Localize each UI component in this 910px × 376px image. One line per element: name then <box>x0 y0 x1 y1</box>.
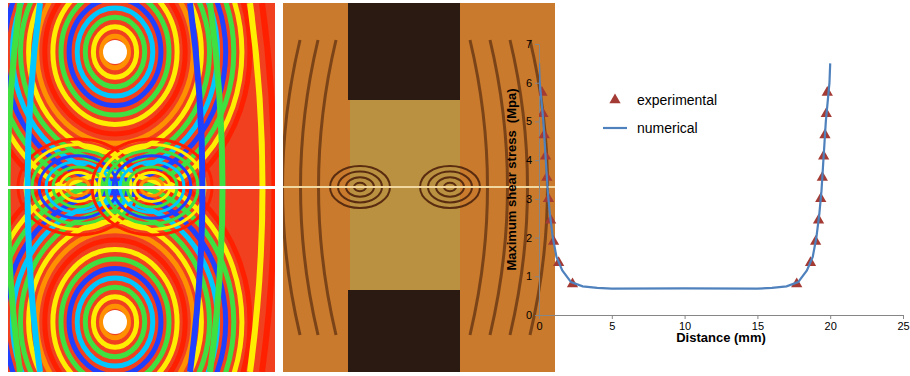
tick-label: 0 <box>536 320 542 332</box>
crack-line <box>8 186 275 189</box>
figure: 051015202501234567Distance (mm)Maximum s… <box>0 0 910 376</box>
fringe-band <box>53 3 177 124</box>
tick-mark <box>535 160 539 161</box>
tick: 2 <box>526 232 539 244</box>
fringe-band <box>45 3 185 134</box>
fringe-band <box>93 27 136 77</box>
fringe-band <box>77 278 153 366</box>
tick-label: 7 <box>526 38 532 50</box>
fringe-band <box>69 268 161 372</box>
tick-label: 20 <box>825 320 837 332</box>
tick-label: 5 <box>526 115 532 127</box>
chart: 051015202501234567Distance (mm)Maximum s… <box>504 38 910 345</box>
legend-key <box>603 127 627 129</box>
tick: 3 <box>526 193 539 205</box>
tick-mark <box>757 315 758 319</box>
fringe-band <box>102 306 129 338</box>
tick-label: 2 <box>526 232 532 244</box>
series-line <box>539 63 830 288</box>
tick-mark <box>535 44 539 45</box>
fringe-band <box>29 3 202 153</box>
legend: experimental numerical <box>603 92 717 136</box>
fringe-band <box>102 36 129 68</box>
tick: 5 <box>526 115 539 127</box>
tick-label: 0 <box>526 309 532 321</box>
fringe-band <box>37 231 194 372</box>
experimental-fringe-photo <box>283 3 556 372</box>
lower-grip <box>348 290 460 372</box>
tick: 5 <box>609 315 615 332</box>
fringe-band <box>29 221 202 372</box>
loading-pin <box>103 40 127 64</box>
fringe-band <box>69 3 161 106</box>
tick: 4 <box>526 154 539 166</box>
legend-label: experimental <box>637 92 717 108</box>
tick-mark <box>903 315 904 319</box>
fringe-band <box>85 287 144 356</box>
tick-label: 4 <box>526 154 532 166</box>
panel-background <box>283 3 555 372</box>
plot-area <box>539 63 833 288</box>
tick-label: 25 <box>897 320 909 332</box>
data-point <box>822 86 833 96</box>
tick: 20 <box>825 315 837 332</box>
axis-line <box>540 315 904 316</box>
fringe-band <box>21 3 210 162</box>
tick-mark <box>612 315 613 319</box>
tick: 0 <box>536 315 542 332</box>
y-axis: 0 1 2 3 4 5 6 7 <box>526 38 540 321</box>
tick-mark <box>535 83 539 84</box>
tick-mark <box>535 238 539 239</box>
fringe-band <box>45 240 185 372</box>
fringe-band <box>61 259 169 372</box>
fringe-band <box>53 250 177 372</box>
tick: 1 <box>526 270 539 282</box>
fringe-band <box>77 8 153 96</box>
fringe-band <box>85 17 144 86</box>
tick-label: 5 <box>609 320 615 332</box>
numerical-fringe-image <box>0 0 275 376</box>
tick-label: 3 <box>526 193 532 205</box>
tick: 6 <box>526 77 539 89</box>
legend-key <box>609 93 620 103</box>
fringe-band <box>93 297 136 347</box>
x-axis-title: Distance (mm) <box>676 330 766 345</box>
loading-pin <box>103 310 127 334</box>
tick: 25 <box>897 315 909 332</box>
tick-label: 6 <box>526 77 532 89</box>
tick-label: 1 <box>526 270 532 282</box>
fringe-band <box>61 3 169 115</box>
tick: 0 <box>526 309 539 321</box>
fringe-band <box>21 212 210 372</box>
tick-mark <box>535 315 539 316</box>
fringe-band <box>37 3 194 143</box>
tick-mark <box>535 199 539 200</box>
tick-mark <box>685 315 686 319</box>
legend-label: numerical <box>637 120 698 136</box>
y-axis-title: Maximum shear stress (Mpa) <box>504 88 519 270</box>
tick-mark <box>535 276 539 277</box>
tick: 7 <box>526 38 539 50</box>
tick-mark <box>535 121 539 122</box>
tick-mark <box>830 315 831 319</box>
tick-mark <box>539 315 540 319</box>
upper-grip <box>348 3 460 100</box>
